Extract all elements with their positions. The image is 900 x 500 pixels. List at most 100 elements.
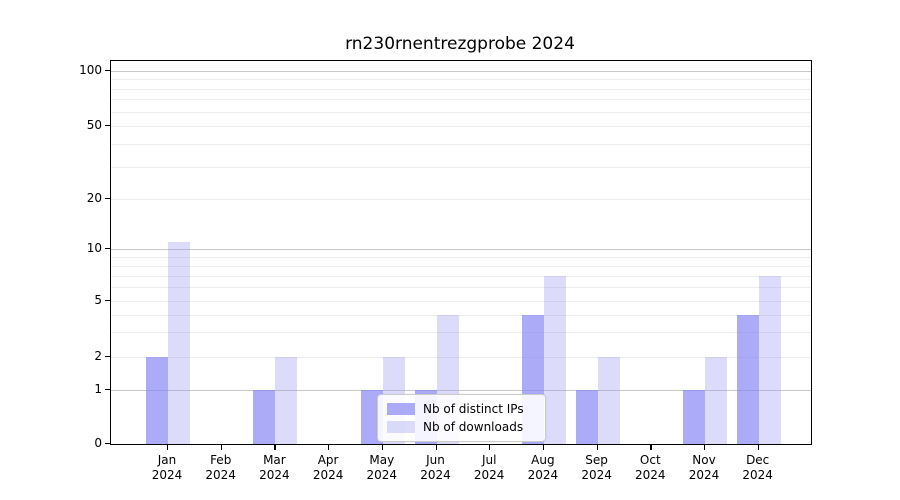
x-tick-mark xyxy=(220,444,222,450)
x-tick-year: 2024 xyxy=(366,468,398,482)
y-tick-label: 2 xyxy=(94,349,102,363)
x-tick-mark xyxy=(757,444,759,450)
x-tick-year: 2024 xyxy=(420,468,451,482)
minor-gridline xyxy=(111,275,811,277)
x-tick-mark xyxy=(328,444,330,450)
x-tick-label: May 2024 xyxy=(352,453,412,483)
bar-distinct-ips-sep xyxy=(575,390,598,444)
x-tick-mark xyxy=(274,444,276,450)
x-tick-label: Nov 2024 xyxy=(674,453,734,483)
y-tick-mark xyxy=(105,356,110,358)
y-tick-label: 50 xyxy=(86,118,102,132)
legend-label-distinct-ips: Nb of distinct IPs xyxy=(423,402,524,416)
x-tick-mark xyxy=(167,444,169,450)
legend-row-downloads: Nb of downloads xyxy=(378,420,545,434)
x-tick-year: 2024 xyxy=(527,468,559,482)
x-tick-mark xyxy=(704,444,706,450)
x-tick-month: Mar xyxy=(263,453,286,467)
bar-downloads-aug xyxy=(543,275,566,444)
y-tick-mark xyxy=(105,248,110,250)
bar-downloads-mar xyxy=(275,357,298,444)
bar-distinct-ips-nov xyxy=(683,390,705,444)
minor-gridline xyxy=(111,166,811,168)
x-tick-label: Mar 2024 xyxy=(244,453,304,483)
x-tick-mark xyxy=(381,444,384,450)
x-tick-mark xyxy=(596,444,598,450)
y-tick-mark xyxy=(105,70,110,72)
bar-distinct-ips-dec xyxy=(736,314,759,444)
x-tick-mark xyxy=(542,444,545,450)
x-tick-month: Jan xyxy=(157,453,177,467)
minor-gridline xyxy=(111,199,811,200)
x-tick-month: Nov xyxy=(692,453,716,467)
x-tick-month: Aug xyxy=(531,453,555,467)
x-tick-mark xyxy=(435,444,437,450)
x-tick-year: 2024 xyxy=(205,468,236,482)
y-tick-label: 10 xyxy=(86,241,102,255)
x-tick-month: Jul xyxy=(481,453,497,467)
bar-downloads-dec xyxy=(758,275,781,444)
major-gridline xyxy=(111,71,811,72)
x-tick-year: 2024 xyxy=(688,468,720,482)
x-tick-label: Feb 2024 xyxy=(191,453,251,483)
x-tick-label: Sep 2024 xyxy=(567,453,627,483)
x-tick-month: Oct xyxy=(639,453,661,467)
x-tick-label: Apr 2024 xyxy=(298,453,358,483)
x-tick-year: 2024 xyxy=(635,468,666,482)
minor-gridline xyxy=(111,79,811,81)
bar-distinct-ips-mar xyxy=(253,390,276,444)
minor-gridline xyxy=(111,256,811,258)
legend-label-downloads: Nb of downloads xyxy=(423,420,524,434)
x-tick-label: Oct 2024 xyxy=(620,453,680,483)
plot-area xyxy=(110,60,812,445)
x-tick-month: Sep xyxy=(585,453,608,467)
y-tick-label: 5 xyxy=(94,293,102,307)
x-tick-label: Jan 2024 xyxy=(137,453,197,483)
y-tick-mark xyxy=(105,125,110,127)
y-tick-mark xyxy=(105,300,110,302)
legend-row-distinct-ips: Nb of distinct IPs xyxy=(378,402,545,416)
minor-gridline xyxy=(111,301,811,302)
major-gridline xyxy=(111,249,811,250)
minor-gridline xyxy=(111,314,811,316)
x-tick-month: May xyxy=(369,453,395,467)
x-tick-month: Dec xyxy=(746,453,770,467)
x-tick-mark xyxy=(489,444,491,450)
y-tick-label: 100 xyxy=(79,63,102,77)
bar-downloads-sep xyxy=(597,357,620,444)
x-tick-month: Apr xyxy=(317,453,339,467)
y-tick-label: 20 xyxy=(86,191,102,205)
bar-downloads-nov xyxy=(705,357,727,444)
minor-gridline xyxy=(111,332,811,334)
legend: Nb of distinct IPs Nb of downloads xyxy=(377,394,546,442)
minor-gridline xyxy=(111,143,811,145)
x-tick-label: Dec 2024 xyxy=(728,453,788,483)
y-tick-mark xyxy=(105,198,110,200)
minor-gridline xyxy=(111,287,811,289)
x-tick-year: 2024 xyxy=(151,468,183,482)
legend-swatch-distinct-ips-icon xyxy=(387,403,415,415)
bar-distinct-ips-jan xyxy=(146,357,168,444)
x-tick-mark xyxy=(650,444,652,450)
minor-gridline xyxy=(111,99,811,101)
legend-swatch-downloads-icon xyxy=(387,421,415,433)
x-tick-year: 2024 xyxy=(742,468,773,482)
x-tick-month: Feb xyxy=(210,453,232,467)
minor-gridline xyxy=(111,265,811,267)
x-tick-month: Jun xyxy=(426,453,445,467)
minor-gridline xyxy=(111,88,811,90)
minor-gridline xyxy=(111,357,811,358)
x-tick-year: 2024 xyxy=(581,468,612,482)
y-tick-mark xyxy=(105,389,110,391)
chart-title: rn230rnentrezgprobe 2024 xyxy=(345,34,575,54)
x-tick-label: Jun 2024 xyxy=(406,453,466,483)
x-tick-label: Jul 2024 xyxy=(459,453,519,483)
bar-downloads-jan xyxy=(168,242,190,444)
x-tick-year: 2024 xyxy=(473,468,505,482)
minor-gridline xyxy=(111,111,811,113)
x-tick-year: 2024 xyxy=(312,468,344,482)
y-tick-mark xyxy=(105,443,110,445)
y-tick-label: 1 xyxy=(94,382,102,396)
x-tick-year: 2024 xyxy=(259,468,290,482)
